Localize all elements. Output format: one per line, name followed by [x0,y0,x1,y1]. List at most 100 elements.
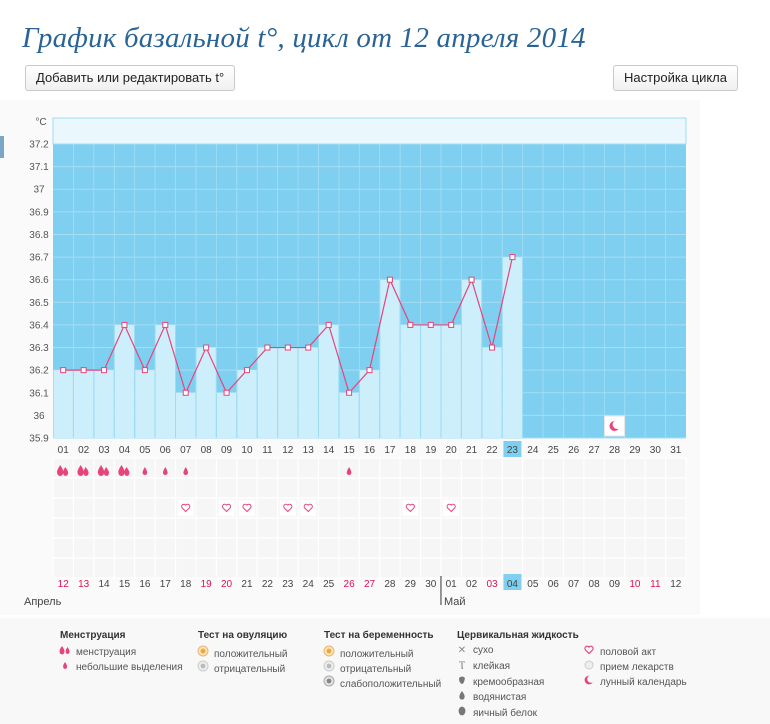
bar [502,257,523,438]
light-drop-icon [162,467,168,475]
cycle-day-label: 15 [344,445,356,456]
data-point [284,344,291,351]
data-point [223,389,230,396]
heart-cell [238,500,255,516]
bar [318,324,339,438]
y-tick-label: 36.2 [29,366,49,377]
date-label: 29 [405,579,417,590]
data-point [80,367,87,374]
month-label: Апрель [24,596,62,608]
legend-item: прием лекарств [582,660,674,673]
cycle-day-label: 08 [201,445,213,456]
legend-item: отрицательный [196,660,285,675]
y-tick-label: 36.8 [29,230,49,241]
legend-item-label: водянистая [473,692,527,703]
month-label: Май [444,596,466,608]
y-tick-label: 37.2 [29,140,49,151]
y-tick-label: 37.1 [29,162,49,173]
bar [400,324,421,438]
bar [237,370,257,438]
bar [114,324,135,438]
cycle-day-label: 30 [650,445,662,456]
today-date-highlight [503,574,522,590]
negative-dot-icon [196,660,210,675]
eggwhite-icon [455,705,469,719]
cycle-day-label: 23 [507,445,519,456]
legend-item: небольшие выделения [58,660,183,673]
cycle-day-label: 18 [405,445,417,456]
data-point [264,344,271,351]
heart-icon [222,503,232,513]
legend-item: менструация [58,645,136,658]
heavy-drop-icon [77,465,89,476]
light-drop-icon [183,467,189,475]
legend-group-title: Тест на овуляцию [198,630,288,641]
cycle-day-label: 06 [160,445,172,456]
moon-icon [609,420,622,431]
cycle-day-label: 17 [384,445,396,456]
legend-group-title: Менструация [60,630,126,641]
cycle-day-label: 27 [589,445,601,456]
cycle-day-label: 07 [180,445,192,456]
heart-cell [300,500,317,516]
positive-dot-icon [322,645,336,660]
heavy-drop-icon [58,645,72,658]
data-point [407,321,414,328]
date-label: 19 [201,579,213,590]
y-tick-label: 36 [33,411,45,422]
cross-icon: ✕ [457,645,467,656]
heart-cell [279,500,296,516]
date-label: 10 [629,579,641,590]
legend-item: кремообразная [455,675,544,688]
heart-icon [242,503,252,513]
y-tick-label: 36.3 [29,343,49,354]
date-label: 01 [446,579,458,590]
date-label: 24 [303,579,315,590]
data-point [489,344,496,351]
cycle-day-label: 16 [364,445,376,456]
watery-icon [455,690,469,703]
heart-cell [402,500,419,516]
light-drop-icon [346,467,352,475]
legend-item: отрицательный [322,660,411,675]
heavy-drop-icon [118,465,130,476]
edit-temperature-button[interactable]: Добавить или редактировать t° [25,65,236,91]
cycle-day-label: 24 [527,445,539,456]
cycle-day-label: 13 [303,445,315,456]
data-point [366,367,373,374]
bar [359,370,380,438]
legend-item: положительный [196,645,287,660]
heart-icon [283,503,293,513]
date-label: 22 [262,579,274,590]
legend-group-title: Цервикальная жидкость [457,630,579,641]
y-tick-label: 35.9 [29,434,49,445]
cycle-day-label: 21 [466,445,478,456]
data-point [121,321,128,328]
date-label: 14 [98,579,110,590]
legend-item-label: яичный белок [473,708,538,719]
date-label: 26 [344,579,356,590]
light-drop-icon [142,467,148,475]
bar [73,370,94,438]
date-label: 21 [241,579,253,590]
legend-item-label: клейкая [473,661,511,672]
legend-item: половой акт [582,645,656,658]
heavy-drop-icon [97,465,110,476]
bar [298,347,318,438]
data-point [386,276,393,283]
y-axis-unit: °C [35,117,46,128]
legend-item: яичный белок [455,705,537,719]
cycle-day-label: 01 [58,445,70,456]
bar [94,370,114,438]
legend-item-label: кремообразная [473,677,545,688]
cycle-day-label: 10 [241,445,253,456]
bbt-chart: °C 37.2 37.1 37 36.9 36.8 36.7 36.6 36.5 36.4 36.3… [0,100,700,615]
cycle-settings-button[interactable]: Настройка цикла [613,65,738,91]
data-point [101,367,108,374]
legend-item: положительный [322,645,413,660]
data-point [141,367,148,374]
date-label: 27 [364,579,376,590]
cycle-day-label: 22 [486,445,498,456]
data-point [427,321,434,328]
